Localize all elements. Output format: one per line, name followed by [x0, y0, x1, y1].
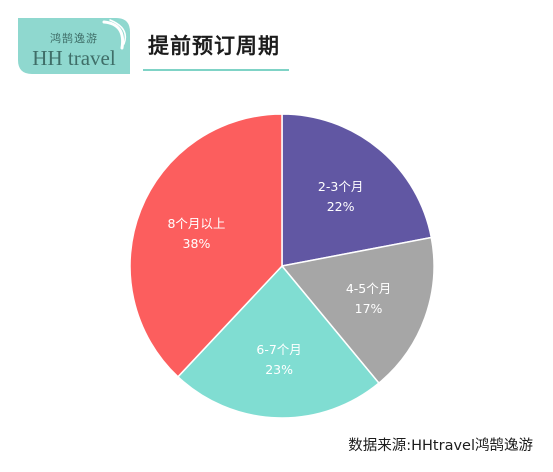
brand-logo: 鸿鹄逸游 HH travel — [18, 18, 130, 74]
logo-script-text: 鸿鹄逸游 — [50, 32, 98, 45]
logo-name-text: HH travel — [32, 46, 116, 70]
logo-badge-icon — [18, 18, 130, 74]
slice-label-3: 8个月以上 — [167, 216, 225, 231]
slice-value-0: 22% — [327, 199, 355, 214]
pie-slice-3 — [129, 113, 283, 378]
title-underline — [143, 69, 289, 71]
pie-slice-1 — [280, 236, 435, 385]
chart-title: 提前预订周期 — [148, 34, 280, 58]
data-source: 数据来源:HHtravel鸿鹄逸游 — [348, 438, 533, 454]
slice-value-2: 23% — [265, 362, 293, 377]
pie-slice-0 — [281, 113, 433, 267]
slice-label-1: 4-5个月 — [346, 281, 391, 296]
slice-value-3: 38% — [183, 236, 211, 251]
slice-label-2: 6-7个月 — [256, 342, 301, 357]
slice-value-1: 17% — [355, 301, 383, 316]
pie-slice-2 — [176, 264, 380, 419]
slice-label-0: 2-3个月 — [318, 179, 363, 194]
